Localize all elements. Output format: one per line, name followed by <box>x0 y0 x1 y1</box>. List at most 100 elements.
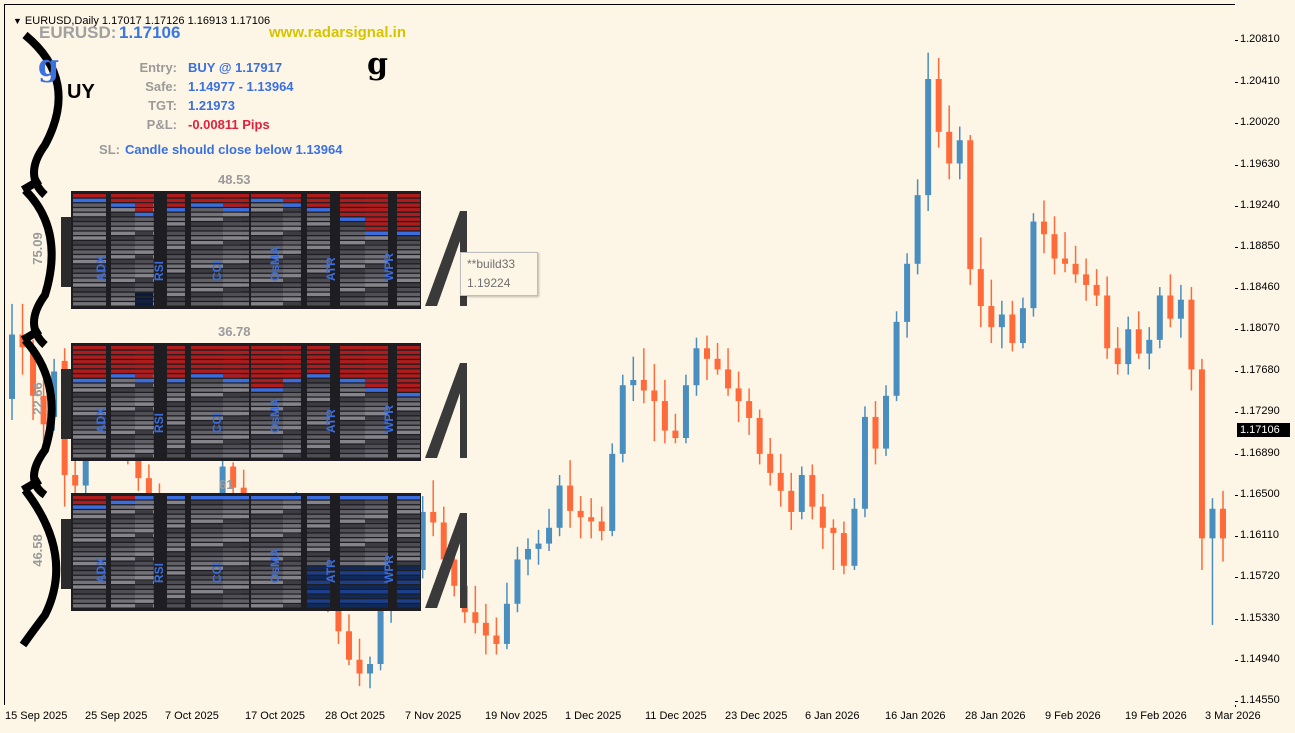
bull-candle[interactable] <box>914 195 921 264</box>
bull-candle[interactable] <box>861 416 868 509</box>
bull-candle[interactable] <box>893 321 900 396</box>
bull-candle[interactable] <box>1146 339 1153 354</box>
bear-candle[interactable] <box>777 472 784 491</box>
bear-candle[interactable] <box>356 659 363 674</box>
bear-candle[interactable] <box>946 131 953 164</box>
indicator-bar-segment <box>73 226 106 231</box>
bear-candle[interactable] <box>577 510 584 518</box>
bear-candle[interactable] <box>872 416 879 449</box>
bull-candle[interactable] <box>377 601 384 664</box>
bear-candle[interactable] <box>704 348 711 359</box>
bear-candle[interactable] <box>1040 221 1047 235</box>
price-axis[interactable]: 1.20810 1.20410 1.20020 1.19630 1.19240 1.188… <box>1235 4 1293 706</box>
bear-candle[interactable] <box>588 517 595 522</box>
bull-candle[interactable] <box>998 314 1005 328</box>
bear-candle[interactable] <box>809 474 816 507</box>
bear-candle[interactable] <box>1198 369 1205 539</box>
bear-candle[interactable] <box>756 417 763 454</box>
bear-candle[interactable] <box>30 347 37 396</box>
bull-candle[interactable] <box>1019 308 1026 343</box>
bull-candle[interactable] <box>535 543 542 549</box>
bull-candle[interactable] <box>609 453 616 531</box>
bull-candle[interactable] <box>1125 329 1132 365</box>
bear-candle[interactable] <box>1072 263 1079 275</box>
dropdown-triangle-icon[interactable]: ▼ <box>13 16 22 26</box>
bear-candle[interactable] <box>977 269 984 307</box>
bear-candle[interactable] <box>767 453 774 473</box>
website-link[interactable]: www.radarsignal.in <box>269 24 406 41</box>
bull-candle[interactable] <box>798 474 805 512</box>
bull-candle[interactable] <box>514 559 521 604</box>
bear-candle[interactable] <box>430 511 437 523</box>
bear-candle[interactable] <box>598 521 605 531</box>
bear-candle[interactable] <box>1093 284 1100 296</box>
bear-candle[interactable] <box>714 358 721 370</box>
bull-candle[interactable] <box>925 79 932 196</box>
bull-candle[interactable] <box>1209 508 1216 539</box>
bull-candle[interactable] <box>1156 295 1163 340</box>
bear-candle[interactable] <box>567 485 574 511</box>
bear-candle[interactable] <box>451 559 458 586</box>
bear-candle[interactable] <box>1220 508 1226 539</box>
bear-candle[interactable] <box>988 306 995 328</box>
bear-candle[interactable] <box>746 401 753 418</box>
bear-candle[interactable] <box>472 612 479 623</box>
bull-candle[interactable] <box>556 485 563 528</box>
bear-candle[interactable] <box>482 622 489 636</box>
bear-candle[interactable] <box>72 474 79 486</box>
bear-candle[interactable] <box>1188 299 1195 370</box>
bear-candle[interactable] <box>935 79 942 132</box>
bull-candle[interactable] <box>693 348 700 386</box>
bear-candle[interactable] <box>19 334 26 348</box>
time-axis[interactable]: 15 Sep 2025 25 Sep 2025 7 Oct 2025 17 Oct 2… <box>4 705 1261 731</box>
bull-candle[interactable] <box>682 385 689 439</box>
bull-candle[interactable] <box>883 395 890 449</box>
bull-candle[interactable] <box>851 508 858 566</box>
bear-candle[interactable] <box>819 506 826 528</box>
bull-candle[interactable] <box>219 466 226 507</box>
bear-candle[interactable] <box>230 466 237 488</box>
bull-candle[interactable] <box>419 511 426 571</box>
bear-candle[interactable] <box>1104 295 1111 349</box>
bear-candle[interactable] <box>640 379 647 391</box>
bear-candle[interactable] <box>725 369 732 389</box>
bear-candle[interactable] <box>1114 348 1121 365</box>
bull-candle[interactable] <box>630 379 637 386</box>
bull-candle[interactable] <box>82 443 89 486</box>
bull-candle[interactable] <box>956 140 963 164</box>
bear-candle[interactable] <box>335 596 342 632</box>
bear-candle[interactable] <box>967 140 974 270</box>
bear-candle[interactable] <box>672 430 679 439</box>
bear-candle[interactable] <box>1009 314 1016 343</box>
bull-candle[interactable] <box>1030 221 1037 309</box>
indicator-bar-segment <box>251 350 299 355</box>
bull-candle[interactable] <box>546 527 553 544</box>
bull-candle[interactable] <box>524 548 531 560</box>
bull-candle[interactable] <box>619 385 626 454</box>
bear-candle[interactable] <box>1051 234 1058 259</box>
bear-candle[interactable] <box>1083 274 1090 285</box>
bear-candle[interactable] <box>493 635 500 644</box>
bear-candle[interactable] <box>735 388 742 402</box>
bear-candle[interactable] <box>788 490 795 512</box>
bear-candle[interactable] <box>40 395 47 425</box>
bull-candle[interactable] <box>9 334 15 399</box>
indicator-bar-segment <box>135 585 153 589</box>
indicator-bar-segment <box>223 543 249 547</box>
bear-candle[interactable] <box>840 533 847 566</box>
chart-area[interactable]: ADX RSI CCI OsMA ATR WPR ADX RSI CCI OsMA ATR WPR AD… <box>4 4 1236 707</box>
bear-candle[interactable] <box>661 401 668 431</box>
bear-candle[interactable] <box>1167 295 1174 319</box>
bear-candle[interactable] <box>651 390 658 402</box>
bull-candle[interactable] <box>904 263 911 322</box>
bull-candle[interactable] <box>503 603 510 644</box>
bear-candle[interactable] <box>1135 329 1142 354</box>
bear-candle[interactable] <box>1062 258 1069 264</box>
bear-candle[interactable] <box>145 478 152 507</box>
bull-candle[interactable] <box>1177 299 1184 319</box>
panel-left-tab <box>61 217 73 287</box>
bull-candle[interactable] <box>367 663 374 674</box>
bear-candle[interactable] <box>440 522 447 560</box>
bear-candle[interactable] <box>345 631 352 660</box>
bear-candle[interactable] <box>830 527 837 534</box>
